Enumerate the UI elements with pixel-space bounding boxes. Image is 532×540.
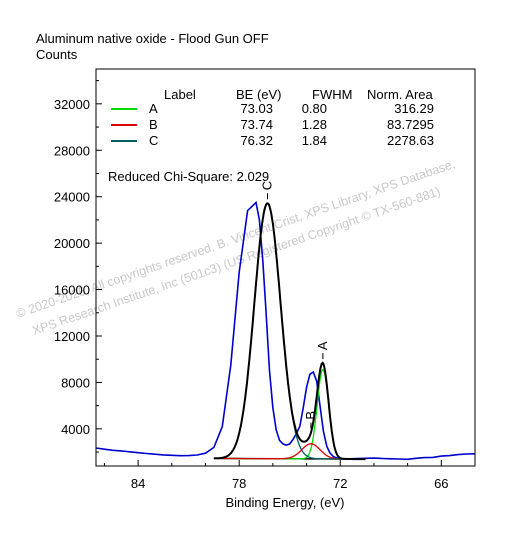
legend-cell-c-0: C xyxy=(149,133,158,148)
x-tick-label: 72 xyxy=(333,476,347,491)
y-tick-label: 4000 xyxy=(61,422,90,437)
legend-cell-c-1: 76.32 xyxy=(240,133,273,148)
legend-cell-b-2: 1.28 xyxy=(302,117,327,132)
raw-data-line xyxy=(95,200,476,461)
y-axis-label: Counts xyxy=(36,47,78,62)
legend-cell-c-3: 2278.63 xyxy=(387,133,434,148)
legend-cell-a-2: 0.80 xyxy=(302,101,327,116)
reduced-chi-square: Reduced Chi-Square: 2.029 xyxy=(108,169,269,184)
legend-cell-a-1: 73.03 xyxy=(240,101,273,116)
x-tick-label: 66 xyxy=(434,476,448,491)
fit-envelope-line xyxy=(213,202,366,461)
legend-cell-c-2: 1.84 xyxy=(302,133,327,148)
legend-header-0: Label xyxy=(164,87,196,102)
peak-marker-c: C xyxy=(259,181,274,190)
legend-header-2: FWHM xyxy=(312,87,352,102)
y-tick-label: 24000 xyxy=(54,190,90,205)
peak-marker-b: B xyxy=(303,411,318,420)
legend-header-1: BE (eV) xyxy=(236,87,282,102)
x-tick-label: 84 xyxy=(131,476,145,491)
y-tick-label: 28000 xyxy=(54,143,90,158)
legend-cell-b-0: B xyxy=(149,117,158,132)
plot-frame xyxy=(95,68,476,467)
y-tick-label: 20000 xyxy=(54,236,90,251)
y-tick-label: 12000 xyxy=(54,329,90,344)
y-tick-label: 8000 xyxy=(61,375,90,390)
watermark-line-2: XPS Research Institute, Inc (501c3) (US … xyxy=(30,184,442,337)
y-tick-label: 16000 xyxy=(54,283,90,298)
chart-title: Aluminum native oxide - Flood Gun OFF xyxy=(36,31,269,46)
legend-cell-b-1: 73.74 xyxy=(240,117,273,132)
component-b-line xyxy=(213,443,366,460)
peak-marker-a: A xyxy=(315,341,330,350)
legend-header-3: Norm. Area xyxy=(367,87,434,102)
legend-cell-a-3: 316.29 xyxy=(394,101,434,116)
x-axis-title: Binding Energy, (eV) xyxy=(226,495,345,510)
legend-cell-a-0: A xyxy=(149,101,158,116)
legend-cell-b-3: 83.7295 xyxy=(387,117,434,132)
x-tick-label: 78 xyxy=(232,476,246,491)
y-tick-label: 32000 xyxy=(54,97,90,112)
component-a-line xyxy=(213,368,366,460)
